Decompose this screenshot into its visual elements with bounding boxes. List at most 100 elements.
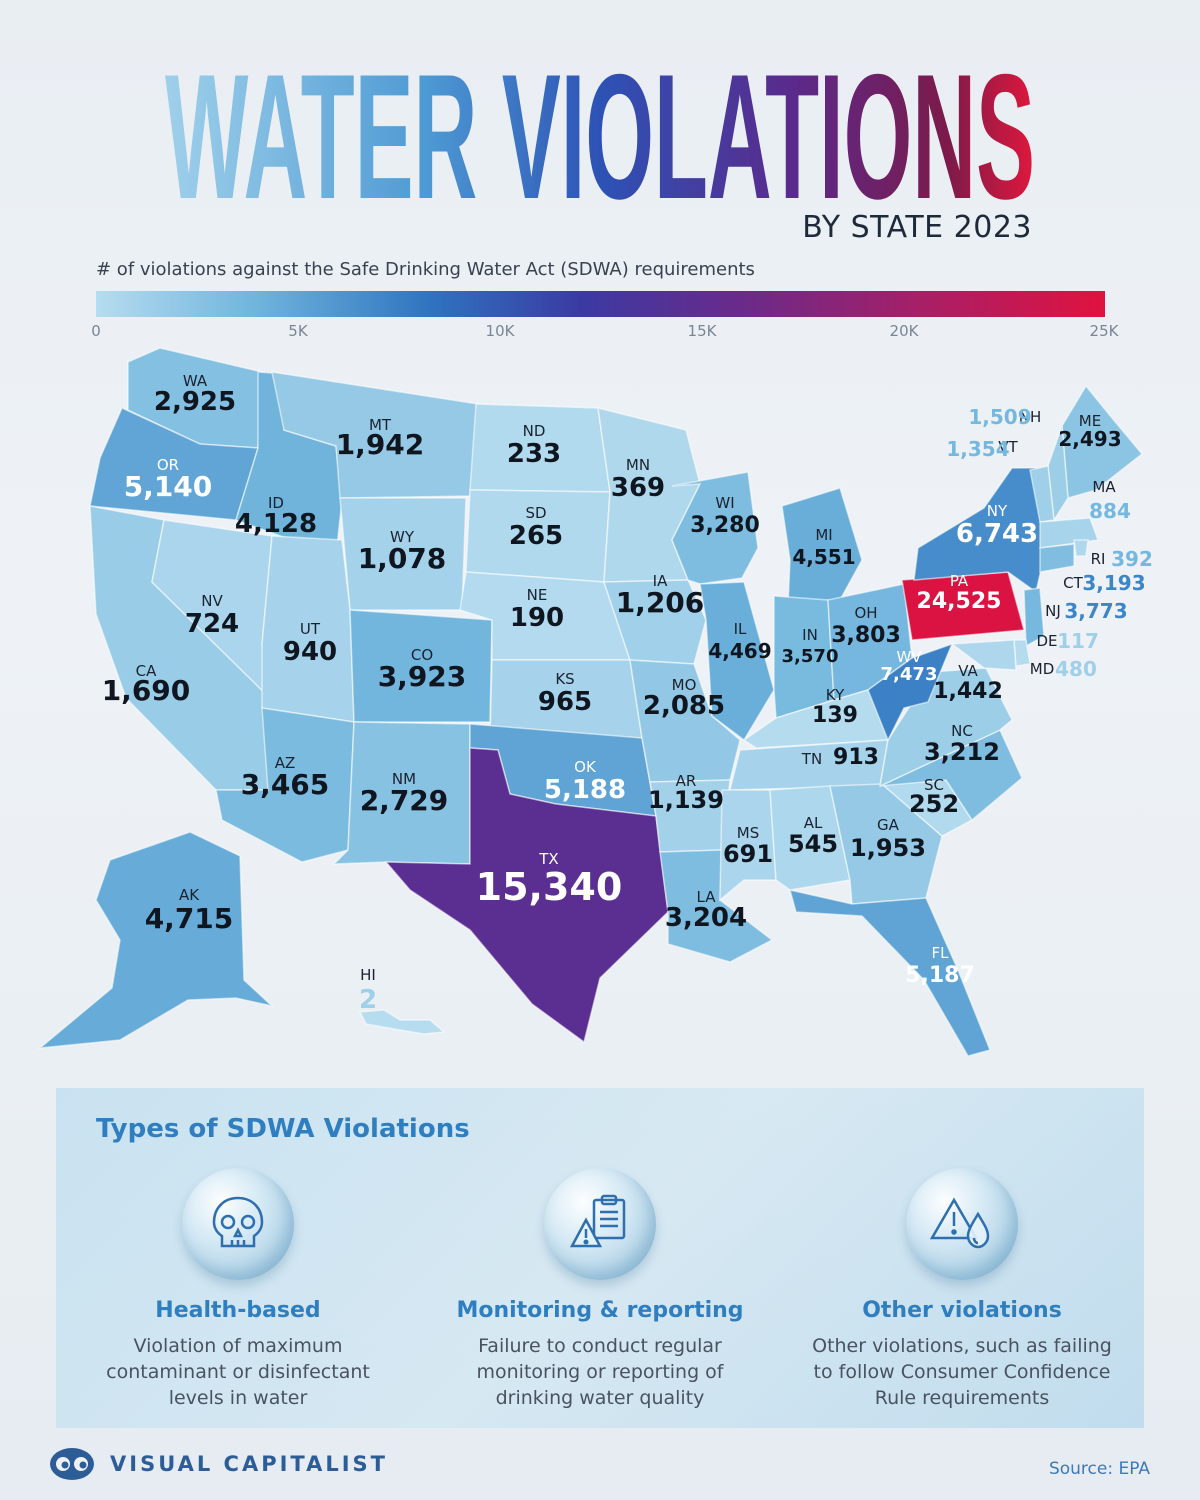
state-value-ok: 5,188	[544, 775, 626, 805]
state-shape-vt	[1029, 465, 1055, 523]
state-value-co: 3,923	[378, 660, 467, 693]
state-shape-hi	[358, 1009, 446, 1035]
state-abbr-nj: NJ	[1045, 602, 1061, 620]
violation-type-name: Health-based	[155, 1298, 321, 1323]
state-value-mn: 369	[611, 473, 665, 503]
state-value-az: 3,465	[241, 768, 330, 801]
state-value-md: 480	[1055, 657, 1097, 681]
state-abbr-ca: CA	[136, 662, 157, 680]
state-value-fl: 5,187	[905, 963, 975, 988]
state-abbr-tx: TX	[538, 850, 558, 868]
state-value-wa: 2,925	[154, 387, 236, 417]
state-shape-ak	[37, 831, 275, 1049]
state-abbr-ma: MA	[1092, 478, 1116, 496]
state-value-me: 2,493	[1058, 427, 1121, 451]
violation-type-name: Monitoring & reporting	[456, 1298, 744, 1323]
desc-line: contaminant or disinfectant	[106, 1361, 370, 1383]
legend-title: # of violations against the Safe Drinkin…	[96, 259, 755, 280]
violation-type-health: Health-based Violation of maximum contam…	[68, 1168, 408, 1411]
warning-drop-icon	[906, 1168, 1018, 1280]
state-value-nh: 1,509	[968, 405, 1031, 429]
legend-tick: 10K	[485, 322, 515, 340]
state-value-nj: 3,773	[1064, 599, 1127, 623]
source-note: Source: EPA	[1048, 1459, 1150, 1479]
legend-tick: 0	[91, 322, 101, 340]
state-value-ca: 1,690	[102, 674, 191, 707]
violation-type-name: Other violations	[862, 1298, 1062, 1323]
state-abbr-tn: TN	[801, 750, 822, 768]
brand-name: VISUAL CAPITALIST	[110, 1452, 389, 1476]
state-abbr-vt: VT	[998, 438, 1018, 456]
state-abbr-al: AL	[804, 814, 823, 832]
state-value-ri: 392	[1111, 547, 1153, 571]
state-value-ma: 884	[1089, 499, 1131, 523]
visual-capitalist-logo-icon	[50, 1448, 94, 1480]
state-abbr-nh: NH	[1019, 408, 1042, 426]
state-abbr-mi: MI	[815, 526, 832, 544]
page-title: WATER VIOLATIONS	[165, 37, 1035, 218]
state-value-mo: 2,085	[643, 691, 725, 721]
state-abbr-hi: HI	[360, 966, 376, 984]
state-value-al: 545	[788, 830, 838, 858]
desc-line: drinking water quality	[495, 1387, 705, 1409]
state-abbr-ky: KY	[826, 686, 845, 704]
skull-icon	[182, 1168, 294, 1280]
state-value-ct: 3,193	[1082, 571, 1145, 595]
violation-type-other: Other violations Other violations, such …	[792, 1168, 1132, 1411]
state-value-de: 117	[1057, 629, 1099, 653]
state-abbr-mt: MT	[369, 416, 392, 434]
state-shape-wv	[867, 642, 954, 742]
state-abbr-sc: SC	[924, 776, 944, 794]
state-value-ak: 4,715	[145, 902, 234, 935]
state-abbr-nc: NC	[951, 722, 973, 740]
state-shape-ms	[719, 789, 777, 902]
state-shape-tx	[384, 747, 669, 1044]
state-value-id: 4,128	[235, 509, 317, 539]
state-value-tn: 913	[833, 745, 879, 770]
state-shape-md	[949, 639, 1017, 671]
state-abbr-mn: MN	[626, 456, 650, 474]
state-abbr-id: ID	[268, 494, 284, 512]
legend-tick: 25K	[1089, 322, 1119, 340]
state-value-wi: 3,280	[690, 513, 760, 538]
state-abbr-de: DE	[1036, 632, 1057, 650]
state-value-in: 3,570	[782, 646, 839, 667]
state-value-ut: 940	[283, 637, 337, 667]
state-value-wv: 7,473	[881, 664, 938, 685]
state-value-sc: 252	[909, 790, 959, 818]
state-abbr-co: CO	[411, 646, 433, 664]
state-value-il: 4,469	[708, 639, 771, 663]
state-value-nm: 2,729	[360, 784, 449, 817]
state-shape-nj	[1023, 587, 1045, 648]
state-abbr-wy: WY	[390, 528, 415, 546]
state-abbr-ri: RI	[1091, 550, 1106, 568]
state-value-ne: 190	[510, 603, 564, 633]
state-abbr-ak: AK	[179, 886, 200, 904]
clipboard-warning-icon	[544, 1168, 656, 1280]
state-abbr-ny: NY	[987, 502, 1008, 520]
panel-title: Types of SDWA Violations	[96, 1114, 470, 1144]
legend-tick: 5K	[288, 322, 308, 340]
desc-line: to follow Consumer Confidence	[813, 1361, 1111, 1383]
state-abbr-nd: ND	[523, 422, 546, 440]
state-abbr-or: OR	[157, 456, 179, 474]
state-abbr-ia: IA	[653, 572, 668, 590]
state-value-la: 3,204	[665, 903, 747, 933]
state-abbr-ne: NE	[527, 586, 548, 604]
state-abbr-ks: KS	[555, 670, 574, 688]
state-value-sd: 265	[509, 521, 563, 551]
state-abbr-ar: AR	[676, 772, 697, 790]
state-abbr-az: AZ	[275, 754, 296, 772]
state-value-mi: 4,551	[792, 545, 855, 569]
state-abbr-sd: SD	[525, 504, 546, 522]
state-value-ar: 1,139	[648, 786, 724, 814]
legend-color-bar	[96, 291, 1105, 317]
brand[interactable]: VISUAL CAPITALIST	[48, 1446, 388, 1482]
state-shape-ia	[602, 579, 707, 665]
state-abbr-ut: UT	[300, 620, 321, 638]
desc-line: Other violations, such as failing	[812, 1335, 1112, 1357]
state-value-nv: 724	[185, 609, 239, 639]
state-value-vt: 1,354	[946, 437, 1009, 461]
state-value-tx: 15,340	[476, 865, 623, 909]
